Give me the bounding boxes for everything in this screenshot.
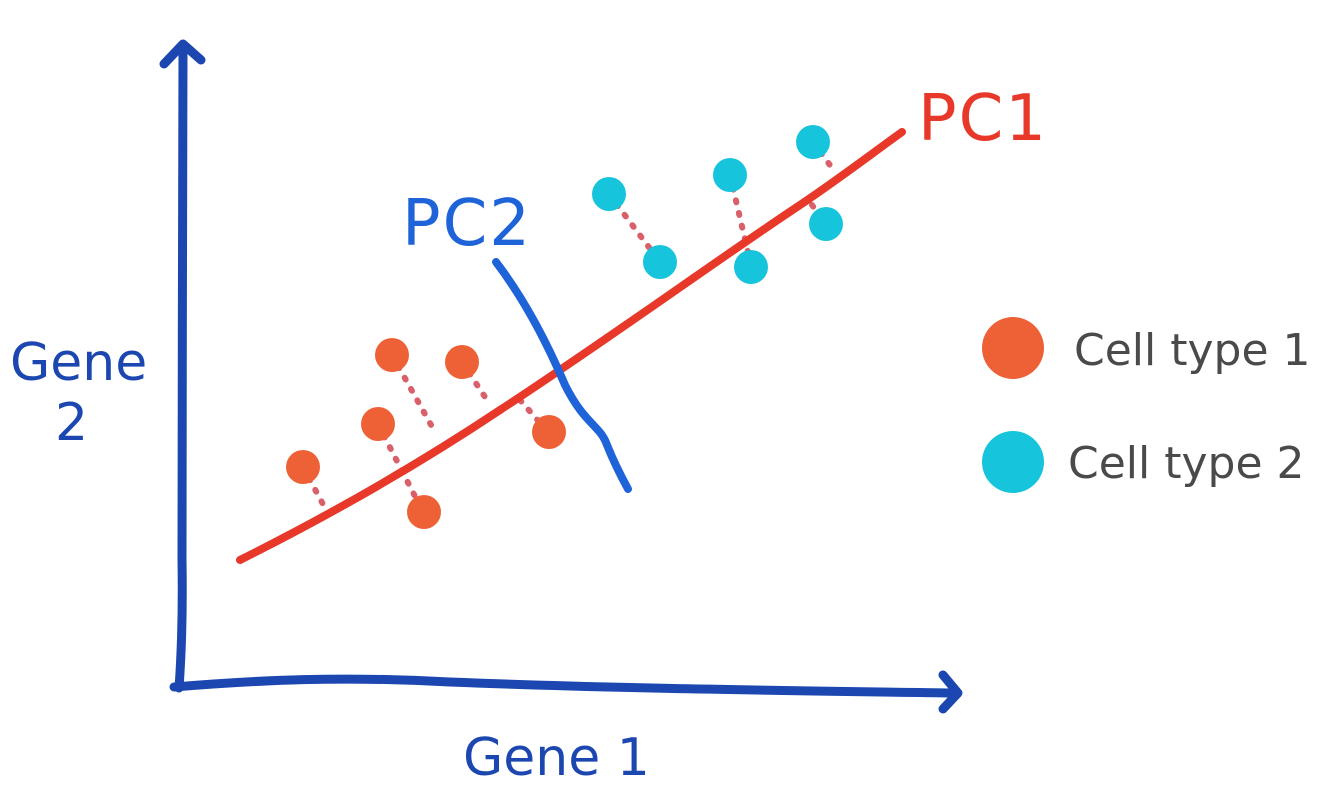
data-point <box>809 207 843 241</box>
legend-swatch-cell-type-1 <box>982 317 1044 379</box>
legend-label-cell-type-1: Cell type 1 <box>1074 325 1311 376</box>
data-point <box>643 245 677 279</box>
axes <box>159 39 963 714</box>
pc2-label: PC2 <box>402 187 532 261</box>
projection-line <box>459 359 490 403</box>
data-point <box>361 407 395 441</box>
projection-line <box>300 464 328 511</box>
legend-label-cell-type-2: Cell type 2 <box>1068 438 1305 489</box>
data-point <box>713 158 747 192</box>
y-axis-label-line2: 2 <box>55 393 88 453</box>
data-point <box>407 495 441 529</box>
pc1-label: PC1 <box>918 82 1048 156</box>
pc2-line <box>492 258 632 493</box>
data-point <box>796 125 830 159</box>
legend: Cell type 1 Cell type 2 <box>982 317 1311 493</box>
data-point <box>734 250 768 284</box>
x-axis-arrowhead <box>938 670 963 714</box>
data-point <box>532 415 566 449</box>
cell-type-2-points <box>592 125 843 284</box>
data-point <box>375 338 409 372</box>
projection-lines <box>300 139 838 513</box>
data-point <box>286 450 320 484</box>
x-axis-line <box>169 674 957 698</box>
y-axis-line <box>174 45 188 693</box>
y-axis-label-line1: Gene <box>10 333 147 393</box>
data-point <box>445 345 479 379</box>
y-axis-arrowhead <box>159 39 206 69</box>
pc1-line <box>236 128 906 564</box>
cell-type-1-points <box>286 338 566 529</box>
legend-swatch-cell-type-2 <box>982 431 1044 493</box>
x-axis-label: Gene 1 <box>463 728 650 788</box>
data-point <box>592 177 626 211</box>
